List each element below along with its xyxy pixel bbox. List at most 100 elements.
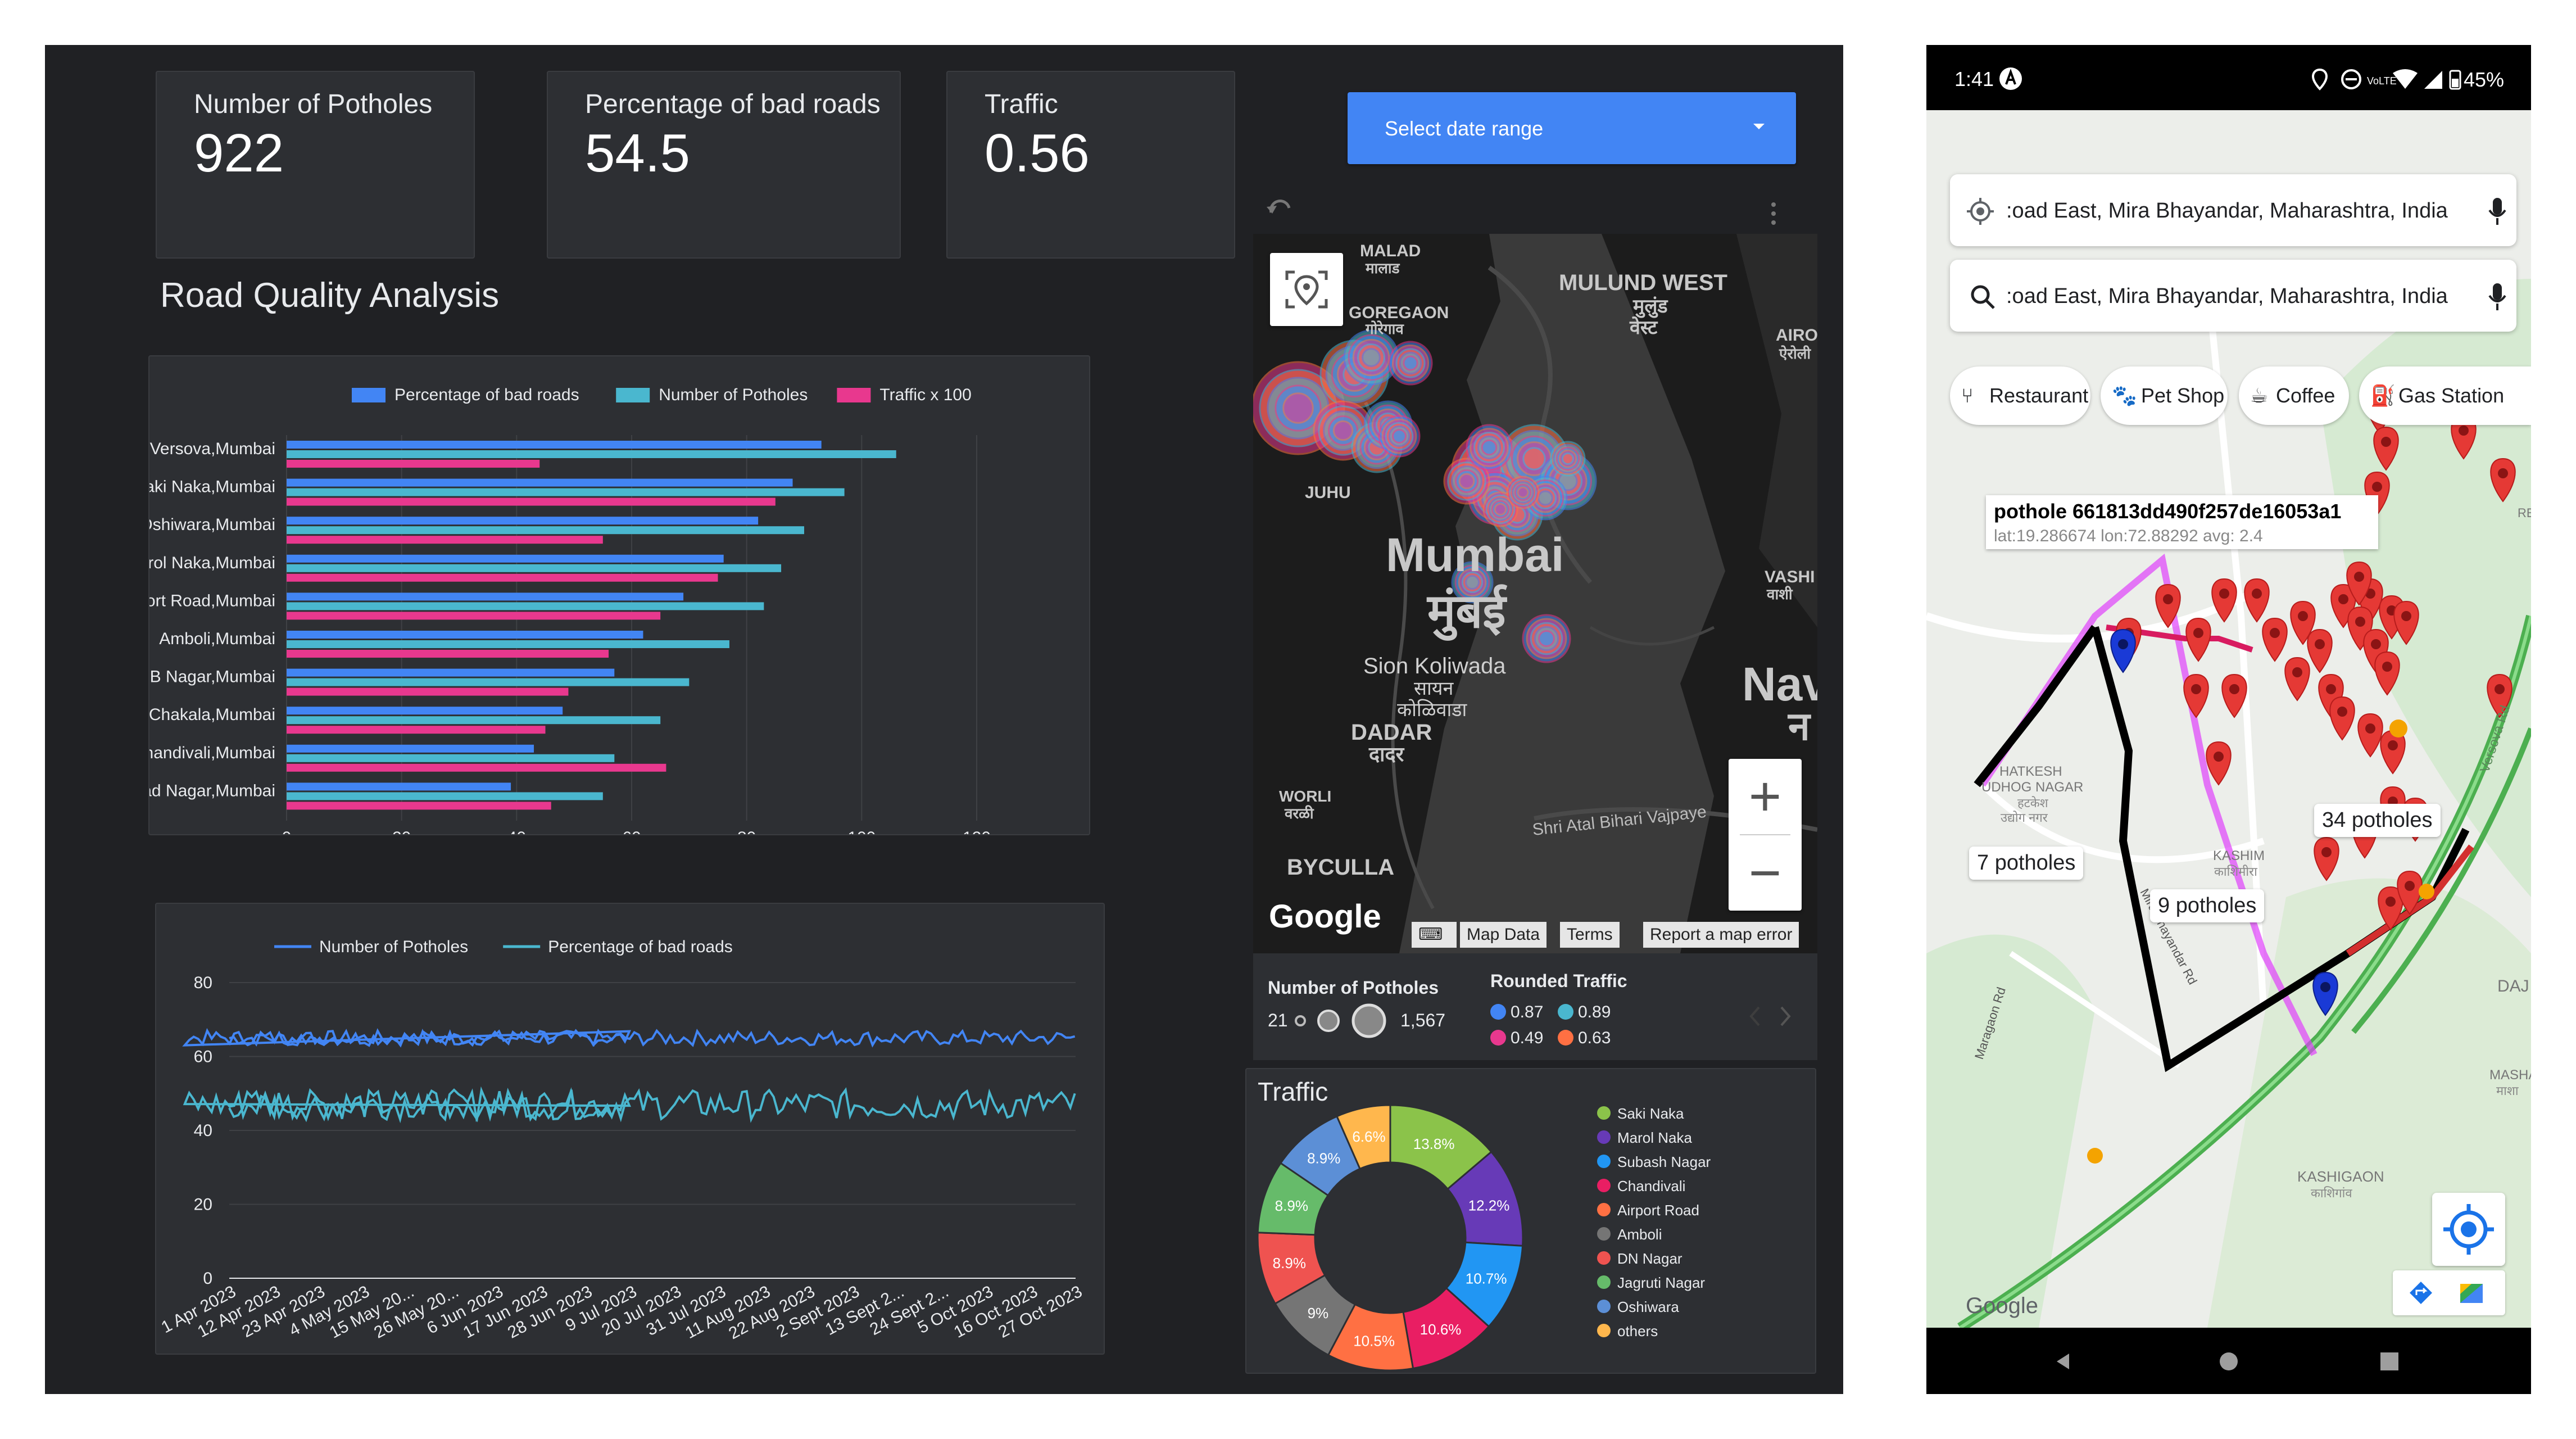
x-tick-label: 100 [847, 829, 876, 834]
map-place-label: ऐरोली [1779, 345, 1811, 362]
legend-color-label: 0.87 [1511, 1003, 1543, 1021]
my-location-icon [1967, 198, 1994, 225]
bar [287, 640, 729, 648]
legend-size-max: 1,567 [1400, 1010, 1445, 1030]
pothole-pin[interactable] [2393, 600, 2419, 645]
map-data-link[interactable]: Map Data [1460, 922, 1547, 948]
legend-label: Marol Naka [1617, 1129, 1692, 1146]
legend-color-swatch [1490, 1004, 1506, 1020]
keyboard-shortcuts-icon[interactable]: ⌨ [1412, 922, 1457, 948]
legend-swatch [1597, 1179, 1611, 1192]
pothole-pin[interactable] [2490, 458, 2516, 503]
back-icon[interactable] [2057, 1354, 2069, 1369]
map-bubble [1458, 473, 1475, 490]
map-bubble [1464, 574, 1480, 590]
bar [287, 602, 764, 610]
chevron-left-icon[interactable] [1749, 1006, 1760, 1026]
pothole-pin[interactable] [2378, 886, 2403, 931]
pie-chart-panel: Traffic 13.8% 12.2% 10.7% 10.6% 10.5% 9% 8.9% 8.… [1245, 1068, 1816, 1374]
legend-size-mid [1317, 1010, 1340, 1032]
legend-label: Percentage of bad roads [394, 386, 579, 404]
more-vert-icon[interactable] [1768, 200, 1779, 227]
pothole-pin[interactable] [2244, 578, 2270, 623]
bar [287, 592, 684, 601]
search-bar-destination[interactable]: :oad East, Mira Bhayandar, Maharashtra, … [1950, 260, 2516, 332]
bar [287, 687, 569, 696]
pothole-pin[interactable] [2284, 657, 2310, 702]
pothole-pin[interactable] [2155, 583, 2181, 628]
pothole-pin[interactable] [2307, 628, 2333, 673]
bar [287, 554, 724, 563]
map-place-label: न [1787, 704, 1811, 748]
my-location-button[interactable] [2432, 1193, 2505, 1266]
map-place-label: MULUND WEST [1559, 270, 1727, 295]
bar-chart-panel: 0 20 40 60 80 100 120 Percentage of bad roads Nu… [116, 355, 1090, 847]
map-view[interactable]: HATKESH UDHOG NAGAR हटकेश उद्योग नगर KAS… [1926, 110, 2531, 1328]
undo-icon[interactable] [1264, 197, 1298, 219]
pothole-pin[interactable] [2185, 617, 2211, 662]
pothole-pin[interactable] [2487, 673, 2512, 718]
chevron-right-icon[interactable] [1780, 1006, 1791, 1026]
pin-dot [2292, 667, 2302, 677]
pothole-pin[interactable] [2357, 713, 2383, 758]
pothole-pin[interactable] [2183, 673, 2209, 718]
map-place-label: कोळिवाडा [1397, 699, 1467, 721]
x-tick-label: 60 [622, 829, 641, 834]
tooltip-title: pothole 661813dd490f257de16053a1 [1994, 500, 2342, 523]
bubble-map[interactable]: MALAD मालाड GOREGAON गोरेगाव MULUND WEST… [1253, 234, 1817, 953]
zoom-out-button[interactable]: − [1748, 841, 1782, 904]
bar [287, 782, 511, 791]
pothole-pin[interactable] [2374, 651, 2400, 696]
pothole-pin[interactable] [2314, 836, 2339, 881]
map-place-label: माशा [2496, 1084, 2519, 1098]
pothole-pin[interactable] [2346, 561, 2372, 606]
location-pin[interactable] [2110, 628, 2136, 673]
slice-label: 9% [1308, 1305, 1329, 1322]
legend-swatch [616, 388, 650, 402]
location-pin[interactable] [2312, 971, 2338, 1016]
directions-icon[interactable] [2410, 1282, 2432, 1304]
pothole-pin[interactable] [2262, 617, 2288, 662]
map-place-label: KASHIGAON [2297, 1168, 2384, 1185]
map-place-label: DAJ [2497, 977, 2529, 995]
pin-dot [2163, 594, 2173, 604]
search-bar-origin[interactable]: :oad East, Mira Bhayandar, Maharashtra, … [1950, 174, 2516, 246]
chip-pet-shop[interactable]: 🐾 Pet Shop [2101, 366, 2228, 425]
chip-gas-station[interactable]: ⛽ Gas Station [2359, 366, 2531, 425]
warning-icon [2419, 884, 2434, 899]
legend-label: Oshiwara [1617, 1298, 1679, 1315]
terms-link[interactable]: Terms [1560, 922, 1620, 948]
pothole-pin[interactable] [2329, 696, 2355, 741]
pie-chart: Traffic 13.8% 12.2% 10.7% 10.6% 10.5% 9% 8.9% 8.… [1257, 1077, 1711, 1372]
divider [1740, 834, 1790, 835]
recents-icon[interactable] [2380, 1352, 2398, 1370]
home-icon[interactable] [2220, 1352, 2238, 1370]
cluster-label: 34 potholes [2314, 804, 2441, 837]
chip-restaurant[interactable]: ⑂ Restaurant [1950, 366, 2090, 425]
bar [287, 754, 615, 762]
legend-swatch [1597, 1227, 1611, 1241]
chip-coffee[interactable]: ☕ Coffee [2239, 366, 2349, 425]
pothole-pin[interactable] [2373, 426, 2399, 471]
pothole-pin[interactable] [2211, 578, 2237, 623]
chip-label: Pet Shop [2141, 384, 2225, 407]
map-canvas: MALAD मालाड GOREGAON गोरेगाव MULUND WEST… [1253, 234, 1817, 953]
map-place-label: VASHI [1765, 568, 1815, 586]
date-range-button[interactable]: Select date range [1348, 92, 1796, 164]
y-tick-label: 0 [203, 1269, 212, 1288]
map-place-label: UDHOG NAGAR [1981, 780, 2083, 795]
zoom-in-button[interactable]: + [1748, 765, 1782, 828]
pothole-pin[interactable] [2221, 673, 2247, 718]
bar [287, 517, 759, 525]
pothole-pin[interactable] [2290, 600, 2316, 645]
bar [287, 678, 690, 686]
mic-icon[interactable] [2487, 197, 2507, 226]
chip-label: Coffee [2276, 384, 2335, 407]
pothole-pin[interactable] [2206, 741, 2232, 786]
map-locate-button[interactable] [1270, 253, 1343, 326]
pothole-pins[interactable] [2110, 389, 2516, 1016]
y-tick-label: 60 [194, 1048, 212, 1066]
report-map-error-link[interactable]: Report a map error [1643, 922, 1799, 948]
legend-swatch [1597, 1155, 1611, 1168]
mic-icon[interactable] [2487, 282, 2507, 311]
